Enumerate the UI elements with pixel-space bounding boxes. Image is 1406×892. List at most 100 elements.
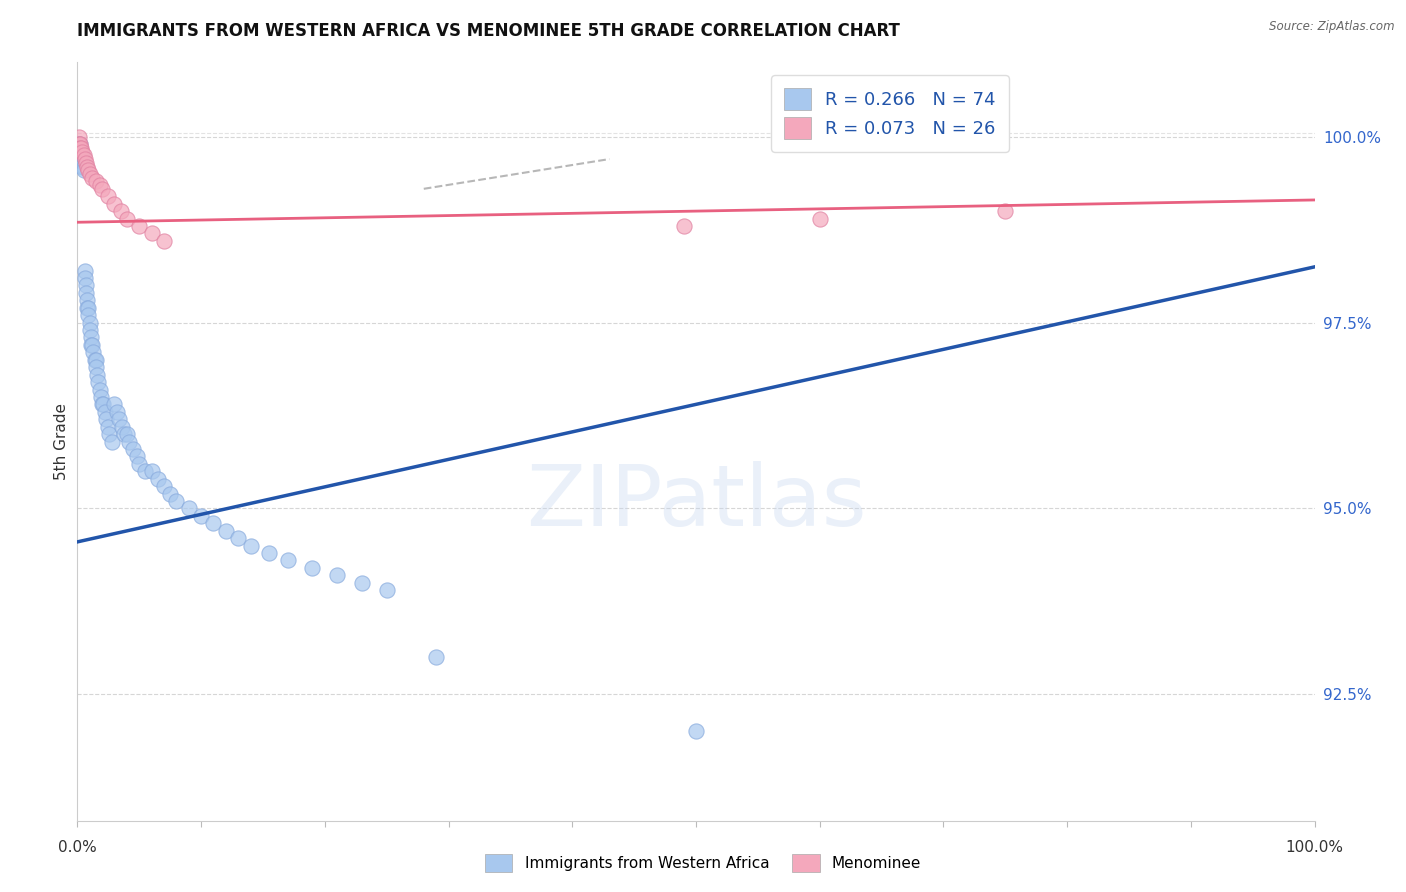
Point <box>994 204 1017 219</box>
Point <box>94 412 117 426</box>
Point <box>159 486 181 500</box>
Point <box>76 301 98 315</box>
Text: Source: ZipAtlas.com: Source: ZipAtlas.com <box>1270 20 1395 33</box>
Point <box>79 323 101 337</box>
Point <box>105 405 128 419</box>
Point <box>70 148 93 162</box>
Point <box>73 152 96 166</box>
Point <box>808 211 831 226</box>
Point <box>82 170 104 185</box>
Point <box>98 427 121 442</box>
Text: ZIPatlas: ZIPatlas <box>526 460 866 544</box>
Legend: R = 0.266   N = 74, R = 0.073   N = 26: R = 0.266 N = 74, R = 0.073 N = 26 <box>772 75 1008 152</box>
Point <box>75 285 97 300</box>
Point <box>177 501 200 516</box>
Point <box>76 293 98 308</box>
Point <box>83 352 105 367</box>
Point <box>91 397 114 411</box>
Point <box>326 568 349 582</box>
Point <box>146 472 169 486</box>
Point <box>91 397 114 411</box>
Point <box>67 137 90 152</box>
Point <box>134 464 156 478</box>
Point <box>80 330 103 344</box>
Point <box>128 219 150 233</box>
Point <box>350 575 373 590</box>
Point <box>82 345 104 359</box>
Point <box>69 145 91 159</box>
Point <box>115 211 138 226</box>
Point <box>115 427 138 442</box>
Point <box>82 338 104 352</box>
Point <box>141 227 163 241</box>
Point <box>239 539 262 553</box>
Point <box>75 278 97 293</box>
Point <box>70 141 93 155</box>
Point <box>67 137 90 152</box>
Point <box>75 155 97 169</box>
Point <box>97 419 120 434</box>
Point <box>72 160 94 174</box>
Point <box>257 546 280 560</box>
Point <box>111 419 134 434</box>
Point <box>77 163 100 178</box>
Point <box>685 724 707 739</box>
Point <box>69 137 91 152</box>
Point <box>101 434 124 449</box>
Point <box>70 145 93 159</box>
Point <box>375 583 398 598</box>
Point <box>301 561 323 575</box>
Point <box>112 427 135 442</box>
Text: 0.0%: 0.0% <box>58 839 97 855</box>
Point <box>72 163 94 178</box>
Point <box>67 141 90 155</box>
Point <box>103 397 125 411</box>
Point <box>77 308 100 322</box>
Point <box>70 152 93 166</box>
Point <box>67 137 90 152</box>
Point <box>79 167 101 181</box>
Point <box>425 650 447 665</box>
Point <box>84 352 107 367</box>
Point <box>91 182 114 196</box>
Point <box>86 368 108 382</box>
Point <box>72 160 94 174</box>
Point <box>128 457 150 471</box>
Y-axis label: 5th Grade: 5th Grade <box>53 403 69 480</box>
Point <box>79 316 101 330</box>
Point <box>108 412 131 426</box>
Point <box>165 494 187 508</box>
Point <box>67 129 90 144</box>
Point <box>215 524 238 538</box>
Point <box>73 271 96 285</box>
Point <box>84 174 107 188</box>
Point <box>89 383 111 397</box>
Point <box>226 531 249 545</box>
Text: 100.0%: 100.0% <box>1285 839 1344 855</box>
Point <box>80 338 103 352</box>
Point <box>89 178 111 193</box>
Point <box>277 553 299 567</box>
Point <box>69 141 91 155</box>
Point <box>72 145 94 159</box>
Point <box>67 137 90 152</box>
Point <box>93 405 115 419</box>
Point <box>90 390 112 404</box>
Point <box>73 263 96 277</box>
Point <box>141 464 163 478</box>
Point <box>153 479 176 493</box>
Point <box>190 508 212 523</box>
Point <box>77 301 100 315</box>
Point <box>69 137 91 152</box>
Point <box>153 234 176 248</box>
Point <box>67 137 90 152</box>
Text: IMMIGRANTS FROM WESTERN AFRICA VS MENOMINEE 5TH GRADE CORRELATION CHART: IMMIGRANTS FROM WESTERN AFRICA VS MENOMI… <box>77 21 900 39</box>
Point <box>72 155 94 169</box>
Point <box>87 375 110 389</box>
Point <box>72 148 94 162</box>
Point <box>122 442 145 456</box>
Point <box>125 450 148 464</box>
Point <box>69 141 91 155</box>
Point <box>118 434 141 449</box>
Point <box>110 204 132 219</box>
